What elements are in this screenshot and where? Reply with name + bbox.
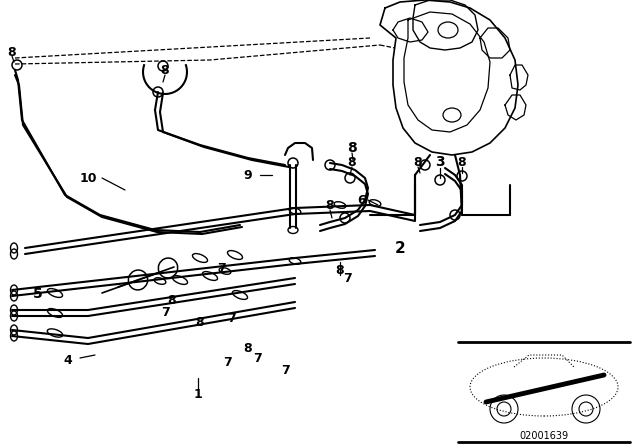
Text: 2: 2 xyxy=(395,241,405,255)
Text: 8: 8 xyxy=(161,64,170,77)
Text: 7: 7 xyxy=(228,311,236,324)
Text: 7: 7 xyxy=(223,356,232,369)
Text: 8: 8 xyxy=(347,141,357,155)
Text: 5: 5 xyxy=(33,287,43,301)
Text: 3: 3 xyxy=(435,155,445,169)
Text: 10: 10 xyxy=(79,172,97,185)
Text: 9: 9 xyxy=(244,168,252,181)
Text: 7: 7 xyxy=(161,306,170,319)
Text: 8: 8 xyxy=(326,198,334,211)
Text: 8: 8 xyxy=(168,293,176,306)
Text: 4: 4 xyxy=(63,353,72,366)
Text: 8: 8 xyxy=(413,155,422,168)
Text: 8: 8 xyxy=(458,155,467,168)
Text: 8: 8 xyxy=(8,46,16,59)
Text: 6: 6 xyxy=(358,194,366,207)
Text: 7: 7 xyxy=(253,352,262,365)
Text: 1: 1 xyxy=(194,388,202,401)
Text: 7: 7 xyxy=(218,262,227,275)
Text: 8: 8 xyxy=(196,315,204,328)
Text: 8: 8 xyxy=(348,155,356,168)
Text: 7: 7 xyxy=(280,363,289,376)
Text: 8: 8 xyxy=(244,341,252,354)
Text: 8: 8 xyxy=(336,263,344,276)
Text: 7: 7 xyxy=(344,271,353,284)
Text: 02001639: 02001639 xyxy=(520,431,568,441)
